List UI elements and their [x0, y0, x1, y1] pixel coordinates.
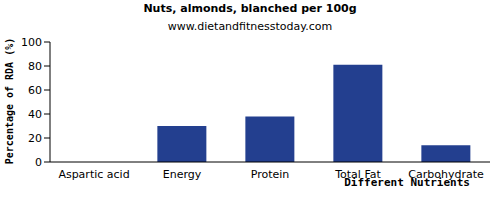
svg-text:Protein: Protein [251, 168, 290, 181]
html-text:Percentage of RDA (%): Percentage of RDA (%) [3, 37, 15, 165]
svg-text:Carbohydrate: Carbohydrate [408, 167, 484, 181]
svg-text:Aspartic acid: Aspartic acid [58, 168, 129, 181]
svg-text:100: 100 [21, 36, 42, 49]
svg-text:Energy: Energy [163, 168, 202, 181]
svg-text:20: 20 [28, 132, 42, 145]
html-text:www.dietandfitnesstoday.com: www.dietandfitnesstoday.com [167, 20, 333, 33]
svg-text:80: 80 [28, 60, 42, 73]
html-text:Nuts, almonds, blanched per 10: Nuts, almonds, blanched per 100g [143, 2, 357, 15]
svg-text:0: 0 [35, 156, 42, 169]
html-text:Different Nutrients: Different Nutrients [344, 176, 470, 189]
svg-text:40: 40 [28, 108, 42, 121]
svg-text:Total Fat: Total Fat [335, 167, 381, 181]
svg-text:60: 60 [28, 84, 42, 97]
